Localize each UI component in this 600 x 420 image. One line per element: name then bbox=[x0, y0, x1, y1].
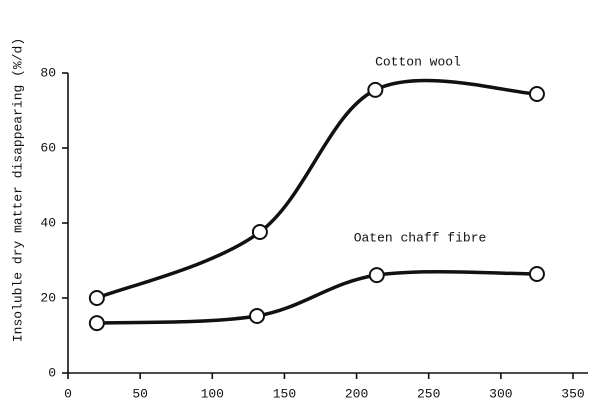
x-tick-label: 250 bbox=[417, 386, 440, 401]
y-tick-label: 20 bbox=[40, 290, 56, 305]
series-label: Oaten chaff fibre bbox=[354, 230, 487, 245]
x-tick-label: 50 bbox=[132, 386, 148, 401]
series-line bbox=[96, 78, 537, 300]
x-tick-label: 300 bbox=[489, 386, 512, 401]
x-tick-label: 200 bbox=[345, 386, 368, 401]
x-tick-label: 100 bbox=[201, 386, 224, 401]
y-tick-label: 80 bbox=[40, 65, 56, 80]
data-point bbox=[368, 267, 385, 284]
y-tick-label: 0 bbox=[48, 365, 56, 380]
data-point bbox=[88, 290, 105, 306]
data-point bbox=[88, 315, 105, 332]
data-point bbox=[528, 86, 545, 102]
data-point bbox=[367, 81, 384, 98]
x-tick-label: 350 bbox=[561, 386, 584, 401]
y-tick-label: 40 bbox=[40, 215, 56, 230]
series-label: Cotton wool bbox=[375, 54, 461, 69]
x-tick-label: 150 bbox=[273, 386, 296, 401]
y-tick-label: 60 bbox=[40, 140, 56, 155]
data-point bbox=[251, 224, 268, 240]
y-axis-label: Insoluble dry matter disappearing (%/d) bbox=[10, 38, 25, 342]
data-point bbox=[528, 266, 545, 282]
series-line bbox=[96, 269, 537, 325]
x-tick-label: 0 bbox=[64, 386, 72, 401]
data-point bbox=[249, 308, 266, 324]
